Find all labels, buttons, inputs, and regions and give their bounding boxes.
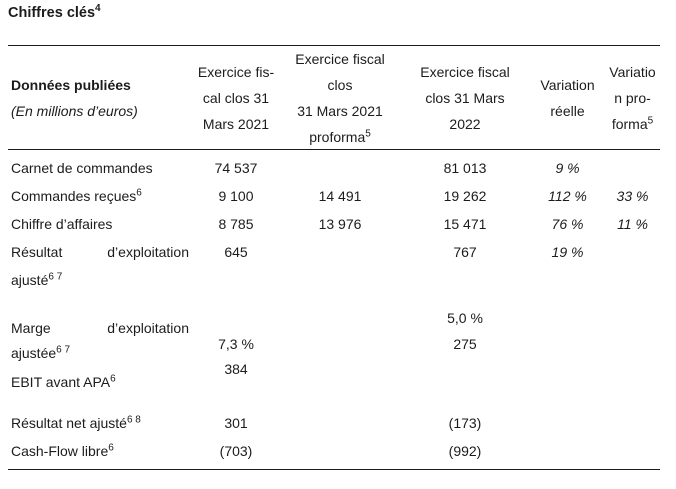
col-header-fy2022: Exercice fiscal clos 31 Mars 2022 [400, 59, 530, 137]
cell-variation-proforma: 11 % [617, 216, 648, 232]
header-line-text: forma [611, 115, 648, 132]
row-label: Commandes reçues6 [8, 182, 192, 210]
row-label-text: EBIT avant APA [11, 374, 111, 390]
row-label-line1: Résultat d’exploitation [11, 238, 189, 266]
cell-variation-reelle: 112 % [548, 188, 587, 204]
cell-fy2021: 8 785 [218, 216, 254, 232]
page-title-footnote: 4 [95, 3, 101, 15]
cell-fy2021-marge: 7,3 % [218, 336, 254, 352]
col-header-fy2021-proforma: Exercice fiscal clos 31 Mars 2021 profor… [280, 46, 400, 150]
row-label-text: Cash-Flow libre [11, 443, 109, 459]
cell-fy2021-proforma: 13 976 [318, 216, 362, 232]
header-line: Exercice fiscal [295, 50, 385, 67]
row-label-line2: ajustée6 7 [11, 345, 70, 362]
cell-fy2021: 301 [224, 415, 248, 431]
row-label-text: ajustée [11, 345, 57, 361]
cell-fy2022-marge: 5,0 % [447, 310, 483, 326]
header-line: 31 Mars 2021 [297, 102, 383, 119]
row-label: Cash-Flow libre6 [8, 437, 192, 465]
page-title: Chiffres clés4 [0, 0, 676, 45]
header-line: n pro- [614, 89, 651, 106]
col-header-fy2021: Exercice fis- cal clos 31 Mars 2021 [192, 59, 280, 137]
header-line: 2022 [449, 115, 481, 132]
header-line: forma5 [605, 111, 660, 137]
cell-fy2022: 19 262 [443, 188, 487, 204]
cell-fy2021-ebit: 384 [224, 361, 248, 377]
cell-fy2022: 81 013 [443, 160, 487, 176]
header-footnote: 5 [647, 114, 654, 126]
cell-fy2022: 767 [453, 244, 477, 260]
row-label-text: ajusté [11, 272, 49, 288]
header-line: Variatio [609, 63, 656, 80]
header-line: clos [327, 76, 353, 93]
cell-fy2022: 15 471 [443, 216, 487, 232]
row-label-text: Carnet de commandes [11, 160, 153, 176]
row-footnote: 6 [110, 373, 116, 385]
header-line: Exercice fiscal [420, 63, 510, 80]
cell-variation-reelle: 9 % [555, 160, 580, 176]
cell-fy2021: (703) [219, 443, 253, 459]
row-resultat-exploitation-ajuste: Résultat d’exploitation ajusté6 7 645 76… [8, 238, 660, 294]
key-figures-table: Données publiées (En millions d’euros) E… [8, 45, 660, 470]
row-footnote: 6 8 [126, 414, 141, 426]
row-label-text: Résultat net ajusté [11, 415, 127, 431]
header-footnote: 5 [365, 127, 371, 139]
row-label-text: Résultat [11, 244, 63, 260]
cell-fy2022-ebit: 275 [453, 336, 477, 352]
cell-fy2021: 645 [224, 244, 248, 260]
row-label-text: d’exploitation [107, 244, 189, 260]
row-footnote: 6 7 [48, 271, 63, 283]
row-carnet-de-commandes: Carnet de commandes 74 537 81 013 9 % [8, 154, 660, 182]
row-label-text: Commandes reçues [11, 188, 137, 204]
row-label-text: d’exploitation [107, 320, 189, 336]
row-footnote: 6 [136, 187, 142, 199]
row-label: Résultat d’exploitation ajusté6 7 [8, 238, 192, 294]
header-line-text: proforma [309, 128, 366, 145]
cell-fy2022: (173) [448, 415, 482, 431]
row-cash-flow-libre: Cash-Flow libre6 (703) (992) [8, 437, 660, 465]
row-label-text: Marge [11, 320, 51, 336]
cell-variation-reelle: 19 % [551, 244, 584, 260]
header-line: Variation [540, 76, 595, 93]
row-label-text: Chiffre d’affaires [11, 216, 113, 232]
header-line: Mars 2021 [202, 115, 270, 132]
table-header-row: Données publiées (En millions d’euros) E… [8, 46, 660, 150]
row-resultat-net-ajuste: Résultat net ajusté6 8 301 (173) [8, 409, 660, 437]
header-donnees-publiees: Données publiées [11, 76, 131, 93]
cell-fy2022: (992) [448, 443, 482, 459]
header-line: clos 31 Mars [425, 89, 505, 106]
table-body: Carnet de commandes 74 537 81 013 9 % Co… [8, 150, 660, 469]
cell-fy2021: 9 100 [218, 188, 254, 204]
row-footnote: 6 7 [56, 344, 71, 356]
col-header-donnees-publiees: Données publiées (En millions d’euros) [8, 72, 192, 124]
row-label-ebit: EBIT avant APA6 [11, 374, 116, 391]
row-footnote: 6 [108, 442, 114, 454]
row-label: Chiffre d’affaires [8, 210, 192, 238]
row-chiffre-daffaires: Chiffre d’affaires 8 785 13 976 15 471 7… [8, 210, 660, 238]
header-line: réelle [550, 102, 585, 119]
col-header-variation-reelle: Variation réelle [530, 72, 605, 124]
cell-fy2021-proforma: 14 491 [318, 188, 362, 204]
header-line: proforma5 [280, 124, 400, 150]
row-label: Carnet de commandes [8, 154, 192, 182]
row-label-line2: ajusté6 7 [11, 266, 192, 294]
header-line: Exercice fis- [197, 63, 275, 80]
row-commandes-recues: Commandes reçues6 9 100 14 491 19 262 11… [8, 182, 660, 210]
cell-variation-reelle: 76 % [551, 216, 584, 232]
header-unit-note: (En millions d’euros) [11, 102, 138, 119]
row-label: Résultat net ajusté6 8 [8, 409, 192, 437]
cell-fy2021: 74 537 [214, 160, 258, 176]
col-header-variation-proforma: Variatio n pro- forma5 [605, 59, 660, 137]
row-marge-exploitation-et-ebit: Marge d’exploitation ajustée6 7 EBIT ava… [8, 308, 660, 396]
row-label-line1: Marge d’exploitation [11, 320, 189, 337]
cell-variation-proforma: 33 % [616, 188, 649, 204]
page-title-text: Chiffres clés [8, 5, 96, 21]
header-line: cal clos 31 [202, 89, 270, 106]
